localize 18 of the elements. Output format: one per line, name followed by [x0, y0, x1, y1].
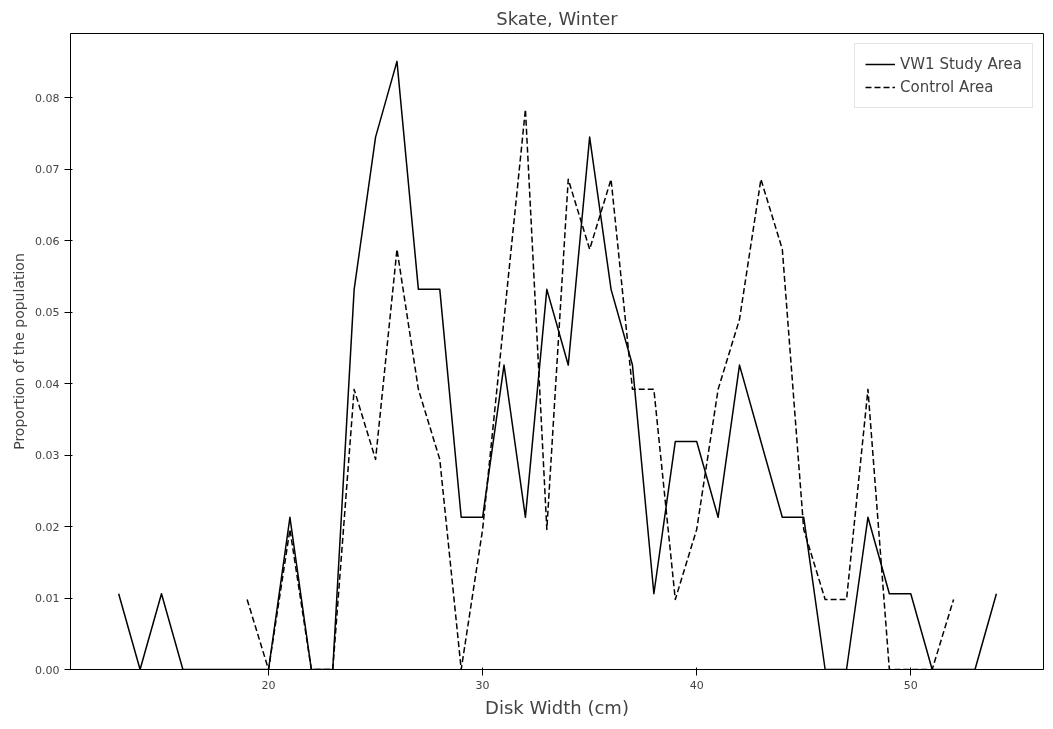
legend-label: Control Area	[900, 78, 994, 96]
y-tick-label: 0.07	[35, 163, 60, 177]
x-tick-label: 20	[261, 678, 276, 692]
y-tick-label: 0.02	[35, 520, 60, 534]
y-axis-title: Proportion of the population	[11, 253, 28, 450]
y-tick-label: 0.00	[35, 663, 60, 677]
y-tick-label: 0.03	[35, 449, 60, 463]
x-tick-label: 30	[475, 678, 490, 692]
chart-title: Skate, Winter	[496, 7, 619, 29]
x-tick-label: 40	[689, 678, 704, 692]
y-tick-label: 0.08	[35, 91, 60, 105]
y-tick-label: 0.06	[35, 234, 60, 248]
y-tick-label: 0.04	[35, 377, 60, 391]
legend-label: VW1 Study Area	[900, 55, 1022, 73]
x-tick-label: 50	[903, 678, 918, 692]
y-tick-label: 0.01	[35, 592, 60, 606]
x-axis-title: Disk Width (cm)	[485, 696, 629, 718]
y-tick-label: 0.05	[35, 306, 60, 320]
